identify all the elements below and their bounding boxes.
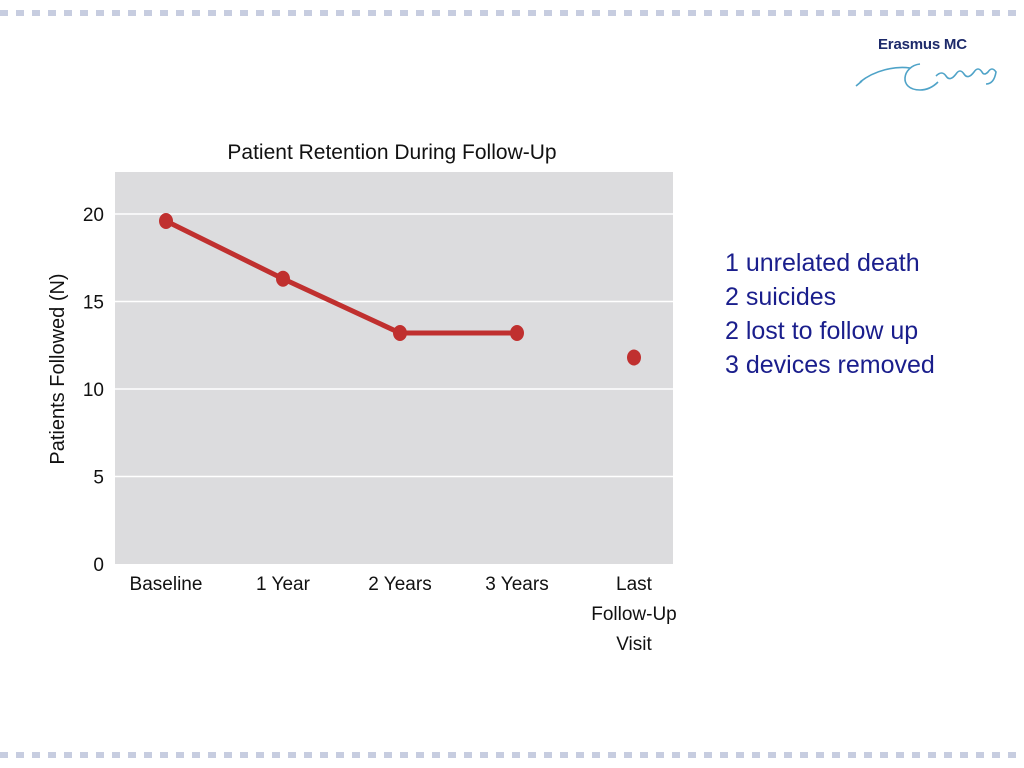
- series-line-segment: [163, 218, 286, 282]
- x-tick-label: Baseline: [130, 574, 203, 595]
- y-tick-label: 15: [83, 293, 104, 314]
- x-tick-label: Last: [616, 574, 653, 595]
- x-tick-label: 1 Year: [256, 574, 311, 595]
- erasmus-mc-logo: Erasmus MC: [850, 32, 1010, 102]
- top-dashed-border: [0, 10, 1024, 16]
- y-tick-label: 5: [93, 468, 104, 489]
- plot-area: [115, 172, 673, 564]
- y-tick-label: 0: [93, 555, 104, 576]
- logo-wordmark: Erasmus MC: [878, 36, 967, 53]
- note-unrelated-death: 1 unrelated death: [725, 249, 920, 277]
- erasmus-signature-icon: [855, 63, 997, 91]
- x-tick-label: Follow-Up: [591, 604, 677, 625]
- series-line-segment: [280, 276, 403, 336]
- x-tick-label: 3 Years: [485, 574, 548, 595]
- data-point: [627, 349, 641, 366]
- attrition-notes: 1 unrelated death 2 suicides 2 lost to f…: [725, 246, 935, 382]
- data-point: [393, 325, 407, 341]
- bottom-dashed-border: [0, 752, 1024, 758]
- data-point: [276, 270, 290, 287]
- data-point: [159, 213, 173, 229]
- y-tick-label: 10: [83, 380, 104, 401]
- x-tick-label: 2 Years: [368, 574, 431, 595]
- x-tick-label: Visit: [616, 634, 652, 655]
- chart-title: Patient Retention During Follow-Up: [227, 141, 556, 164]
- note-lost-to-follow-up: 2 lost to follow up: [725, 317, 919, 345]
- retention-chart: Patient Retention During Follow-Up Patie…: [47, 141, 677, 655]
- y-tick-label: 20: [83, 205, 104, 226]
- y-axis-label: Patients Followed (N): [47, 273, 69, 464]
- note-devices-removed: 3 devices removed: [725, 351, 935, 379]
- note-suicides: 2 suicides: [725, 283, 837, 311]
- data-point: [510, 325, 524, 341]
